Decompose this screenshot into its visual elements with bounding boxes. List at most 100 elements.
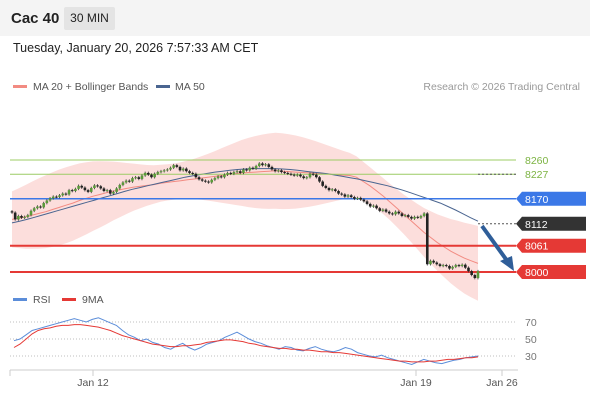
candle-body bbox=[372, 205, 375, 207]
candle-body bbox=[194, 173, 198, 178]
candle-body bbox=[346, 195, 350, 197]
level-tag-8170 bbox=[516, 191, 586, 206]
ma50-line bbox=[11, 168, 479, 224]
copyright-text: Research © 2026 Trading Central bbox=[423, 81, 580, 93]
candle-body bbox=[29, 210, 33, 216]
candle-body bbox=[115, 188, 118, 192]
candle-body bbox=[150, 174, 153, 178]
x-tick-label: Jan 19 bbox=[400, 377, 432, 389]
candle-body bbox=[270, 166, 274, 170]
candle-body bbox=[391, 213, 394, 215]
candle-body bbox=[400, 213, 404, 216]
level-label-8061: 8061 bbox=[525, 241, 549, 253]
candle-body bbox=[20, 216, 23, 218]
candle-body bbox=[93, 185, 96, 188]
candle-body bbox=[454, 265, 458, 267]
candle-body bbox=[48, 198, 52, 201]
level-label-8000: 8000 bbox=[525, 267, 549, 279]
candle-body bbox=[375, 205, 378, 209]
candle-body bbox=[257, 163, 261, 167]
candle-body bbox=[457, 265, 461, 267]
candle-body bbox=[159, 171, 163, 173]
candle-body bbox=[108, 190, 112, 194]
ma9-legend-label: 9MA bbox=[82, 294, 104, 306]
candle-body bbox=[235, 171, 239, 173]
candle-body bbox=[147, 172, 150, 175]
rsi-tick-70: 70 bbox=[525, 317, 537, 329]
candle-body bbox=[169, 167, 172, 170]
candle-body bbox=[311, 173, 315, 175]
candle-body bbox=[251, 167, 255, 169]
candle-body bbox=[181, 168, 185, 171]
candle-body bbox=[248, 167, 252, 171]
candle-body bbox=[207, 181, 210, 183]
candle-body bbox=[232, 172, 236, 174]
candle-body bbox=[334, 189, 337, 192]
candle-body bbox=[254, 166, 258, 169]
candle-body bbox=[36, 206, 39, 209]
candle-body bbox=[432, 260, 435, 263]
candle-body bbox=[67, 190, 71, 195]
candle-body bbox=[134, 177, 137, 179]
candle-body bbox=[102, 188, 106, 192]
candle-body bbox=[188, 171, 191, 173]
candle-body bbox=[305, 177, 309, 179]
candle-body bbox=[327, 188, 331, 191]
candle-body bbox=[153, 173, 156, 178]
candle-body bbox=[444, 265, 448, 267]
candle-body bbox=[245, 169, 248, 171]
bollinger-legend-swatch bbox=[13, 85, 27, 88]
candle-body bbox=[362, 199, 366, 202]
candle-body bbox=[435, 262, 439, 265]
candle-body bbox=[283, 172, 286, 174]
candle-body bbox=[365, 201, 369, 204]
candle-body bbox=[419, 216, 423, 218]
candle-body bbox=[17, 216, 20, 220]
candle-body bbox=[403, 215, 407, 217]
candle-body bbox=[438, 264, 442, 266]
candle-body bbox=[32, 208, 36, 211]
ma50-legend-swatch bbox=[156, 85, 170, 88]
candle-body bbox=[289, 173, 293, 175]
candle-body bbox=[13, 212, 17, 220]
candle-body bbox=[219, 176, 223, 178]
candle-body bbox=[330, 189, 334, 191]
timeframe-button[interactable]: 30 MIN bbox=[64, 7, 115, 30]
candle-body bbox=[51, 196, 55, 199]
candle-body bbox=[137, 177, 141, 179]
candle-body bbox=[42, 203, 46, 208]
level-label-8227: 8227 bbox=[525, 169, 549, 181]
rsi-tick-30: 30 bbox=[525, 351, 537, 363]
timestamp: Tuesday, January 20, 2026 7:57:33 AM CET bbox=[13, 41, 259, 55]
candle-body bbox=[368, 203, 372, 207]
symbol-title: Cac 40 bbox=[11, 10, 60, 27]
candle-body bbox=[77, 185, 80, 189]
candle-body bbox=[460, 264, 464, 266]
rsi-legend-swatch bbox=[13, 298, 27, 301]
candle-body bbox=[292, 174, 296, 176]
candle-body bbox=[476, 271, 480, 279]
candle-body bbox=[356, 197, 359, 199]
level-tag-8061 bbox=[516, 238, 586, 253]
candle-body bbox=[302, 176, 305, 179]
candle-body bbox=[45, 200, 49, 204]
ma50-legend-label: MA 50 bbox=[175, 81, 205, 93]
level-tag-8000 bbox=[516, 265, 586, 279]
candle-body bbox=[74, 188, 77, 192]
candle-body bbox=[267, 164, 271, 167]
candle-body bbox=[175, 165, 179, 167]
candle-body bbox=[337, 191, 340, 194]
x-tick-label: Jan 12 bbox=[77, 377, 109, 389]
candle-body bbox=[10, 211, 14, 213]
candle-body bbox=[394, 211, 397, 215]
candle-body bbox=[80, 185, 84, 188]
candle-body bbox=[143, 172, 147, 176]
candle-body bbox=[242, 169, 245, 173]
candle-body bbox=[70, 190, 74, 192]
candle-body bbox=[118, 184, 122, 189]
level-label-8260: 8260 bbox=[525, 155, 549, 167]
candle-body bbox=[349, 195, 353, 198]
candle-body bbox=[131, 178, 134, 182]
candle-body bbox=[441, 265, 445, 267]
